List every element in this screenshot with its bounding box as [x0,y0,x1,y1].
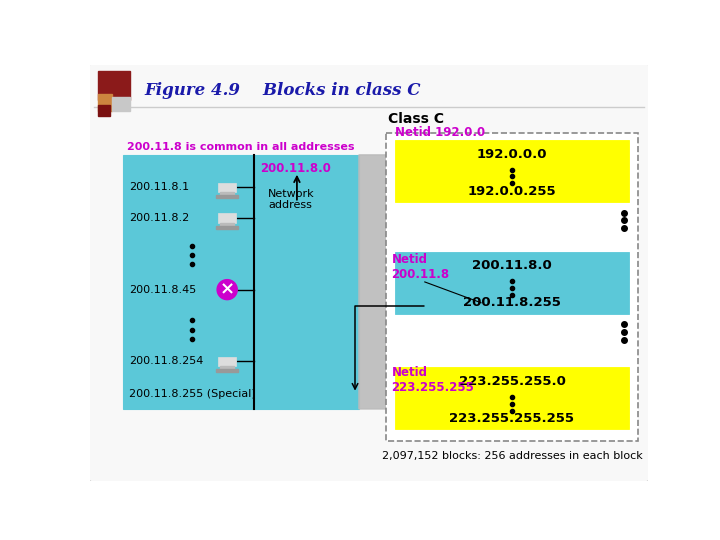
Text: 223.255.255.255: 223.255.255.255 [449,411,575,425]
Text: Network
address: Network address [269,189,315,211]
Bar [112,97,130,111]
Bar [386,132,638,441]
Text: 223.255.255.0: 223.255.255.0 [459,375,565,388]
Text: Class C: Class C [387,112,444,126]
Bar [216,226,238,229]
Bar [98,71,130,100]
Bar [218,213,236,222]
Bar [395,367,629,429]
Text: ×: × [220,281,235,299]
Text: 200.11.8.255 (Special): 200.11.8.255 (Special) [129,389,256,399]
Text: 2,097,152 blocks: 256 addresses in each block: 2,097,152 blocks: 256 addresses in each … [382,451,642,461]
Bar [218,183,236,192]
Bar [220,366,234,369]
Text: 200.11.8 is common in all addresses: 200.11.8 is common in all addresses [127,142,355,152]
Circle shape [217,280,238,300]
Bar [395,252,629,314]
Bar [98,94,112,111]
Text: 200.11.8.1: 200.11.8.1 [129,182,189,192]
Bar [218,356,236,366]
Text: 200.11.8.0: 200.11.8.0 [472,259,552,272]
Bar [216,195,238,198]
Bar [220,222,234,226]
Bar [216,369,238,372]
Bar [220,192,234,195]
Bar [122,155,359,409]
Text: Netid
223.255.255: Netid 223.255.255 [392,366,474,394]
Text: Netid 192.0.0: Netid 192.0.0 [395,126,485,139]
Text: 192.0.0.0: 192.0.0.0 [477,147,547,160]
Text: Netid
200.11.8: Netid 200.11.8 [392,253,449,281]
Text: 200.11.8.2: 200.11.8.2 [129,213,189,223]
Text: 200.11.8.254: 200.11.8.254 [129,356,203,366]
Polygon shape [359,155,425,409]
Text: 200.11.8.255: 200.11.8.255 [463,296,561,309]
Text: 200.11.8.0: 200.11.8.0 [261,162,331,176]
Text: Figure 4.9    Blocks in class C: Figure 4.9 Blocks in class C [144,83,420,99]
Text: 192.0.0.255: 192.0.0.255 [468,185,557,198]
Text: 200.11.8.45: 200.11.8.45 [129,285,196,295]
Bar [395,140,629,202]
Bar [98,105,110,116]
FancyBboxPatch shape [89,63,649,482]
